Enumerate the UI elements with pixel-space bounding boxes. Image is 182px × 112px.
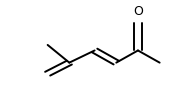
Text: O: O [133, 5, 143, 18]
